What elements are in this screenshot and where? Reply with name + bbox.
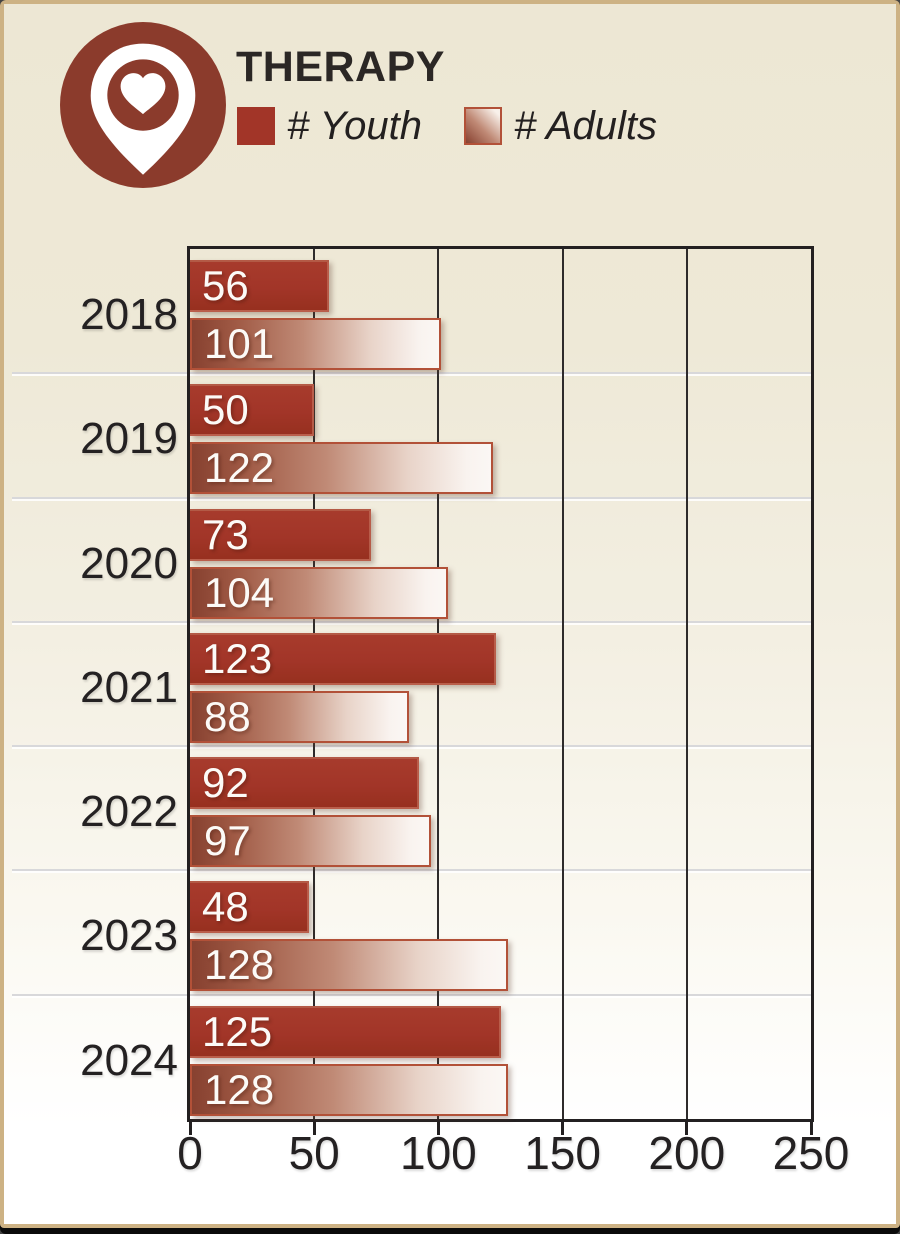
bar-value-label: 73 [202, 510, 249, 558]
x-axis-tick-label-250: 250 [772, 1127, 850, 1179]
bar-youth-2019: 50 [190, 384, 314, 437]
row-separator [12, 869, 814, 872]
chart-legend: # Youth # Adults [237, 106, 699, 146]
legend-swatch-youth [237, 107, 275, 145]
location-heart-pin-icon [60, 22, 226, 188]
bar-value-label: 128 [204, 941, 275, 989]
x-axis-tick-label-100: 100 [400, 1127, 477, 1179]
bar-value-label: 123 [202, 634, 273, 682]
bar-value-label: 50 [202, 386, 249, 434]
bar-adults-2022: 97 [190, 815, 431, 868]
year-label-2024: 2024 [80, 1035, 178, 1085]
bar-value-label: 48 [202, 883, 249, 931]
year-label-2023: 2023 [80, 911, 178, 961]
bar-youth-2022: 92 [190, 757, 419, 810]
legend-label-youth: # Youth [287, 104, 422, 148]
page-title: THERAPY [236, 43, 445, 91]
bar-adults-2024: 128 [190, 1063, 508, 1116]
gridline-x-200 [685, 249, 688, 1119]
x-axis-tick-200 [685, 1122, 689, 1135]
bar-adults-2023: 128 [190, 939, 508, 992]
plot-area [187, 246, 814, 1122]
year-label-2019: 2019 [80, 414, 178, 464]
bar-value-label: 122 [204, 444, 275, 492]
bar-value-label: 101 [204, 320, 275, 367]
x-axis-tick-label-150: 150 [524, 1127, 601, 1179]
bar-adults-2019: 122 [190, 442, 493, 495]
therapy-bar-chart: 2018 56 101 2019 50 122 2020 73 104 2021 123 88 2022… [4, 4, 900, 1232]
x-axis-tick-50 [312, 1122, 316, 1135]
row-separator [12, 372, 814, 375]
x-axis-tick-250 [809, 1122, 813, 1135]
gridline-x-150 [561, 249, 564, 1119]
legend-swatch-adults [463, 107, 502, 145]
bar-value-label: 125 [202, 1007, 273, 1055]
bar-youth-2023: 48 [190, 881, 309, 934]
bar-value-label: 104 [204, 568, 275, 616]
year-label-2022: 2022 [80, 787, 178, 837]
bar-value-label: 56 [202, 262, 249, 309]
bar-adults-2021: 88 [190, 690, 409, 743]
year-label-2021: 2021 [80, 662, 178, 712]
bar-value-label: 92 [202, 759, 249, 807]
legend-label-adults: # Adults [513, 104, 658, 148]
x-axis-tick-100 [436, 1122, 440, 1135]
x-axis-tick-label-200: 200 [648, 1127, 726, 1179]
x-axis-tick-label-0: 0 [177, 1127, 203, 1179]
x-axis-tick-150 [561, 1122, 565, 1135]
row-separator [12, 496, 814, 499]
bar-value-label: 88 [204, 692, 251, 740]
x-axis-tick-0 [188, 1122, 192, 1135]
bar-youth-2024: 125 [190, 1005, 501, 1058]
bar-youth-2018: 56 [190, 260, 329, 312]
row-separator [12, 993, 814, 996]
bar-youth-2021: 123 [190, 632, 496, 685]
x-axis-tick-label-50: 50 [288, 1127, 340, 1179]
bar-adults-2020: 104 [190, 566, 448, 619]
year-label-2018: 2018 [80, 290, 178, 339]
row-separator [12, 620, 814, 623]
row-separator [12, 745, 814, 748]
bar-youth-2020: 73 [190, 508, 371, 561]
bar-value-label: 128 [204, 1065, 275, 1113]
bar-adults-2018: 101 [190, 318, 441, 370]
bar-value-label: 97 [204, 817, 251, 865]
year-label-2020: 2020 [80, 538, 178, 588]
